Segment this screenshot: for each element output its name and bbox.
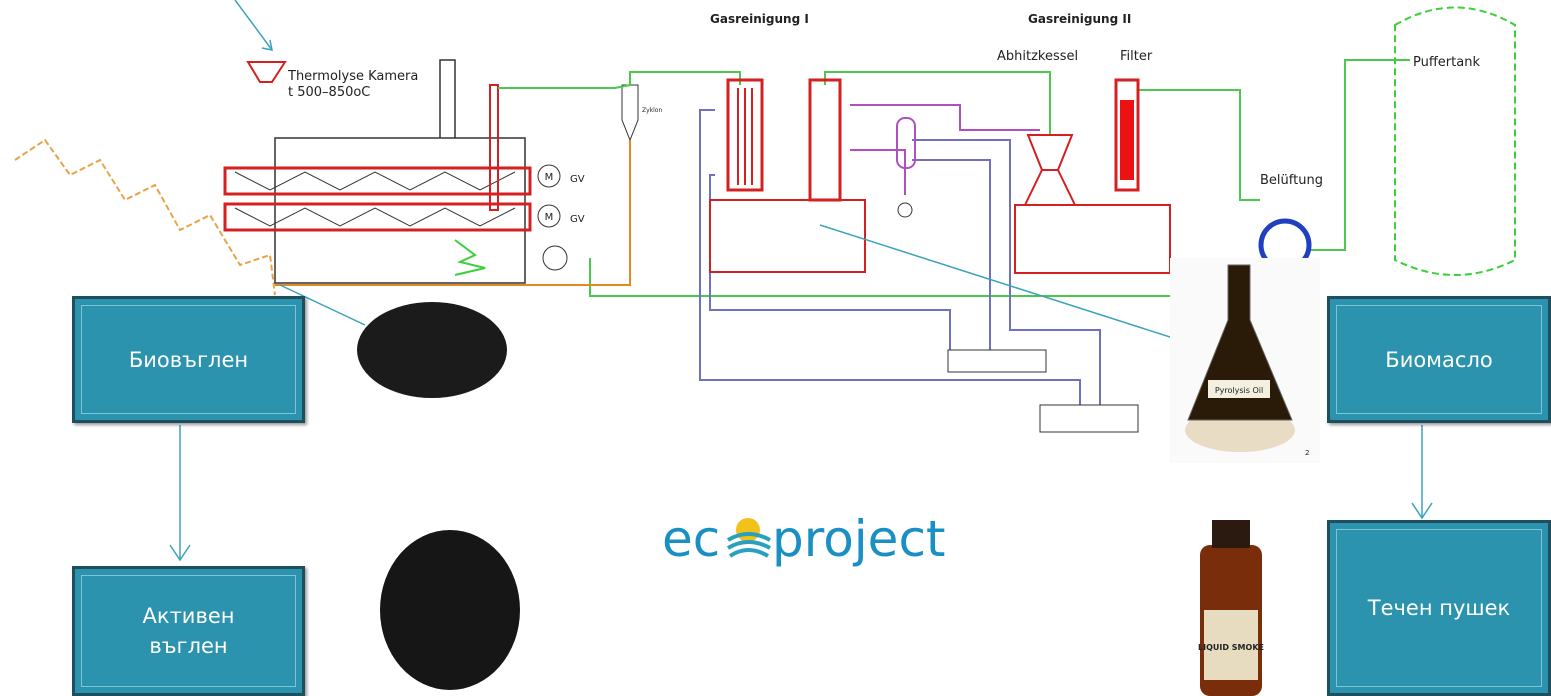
footnote: 2: [1305, 449, 1309, 457]
conveyor: [15, 140, 275, 295]
gas-pipe: [1138, 90, 1260, 200]
oil-pipe: [275, 140, 630, 285]
logo-text: project: [772, 510, 946, 568]
cyclone: [622, 85, 638, 140]
screw-thread: [235, 172, 515, 190]
smoke-label: LIQUID SMOKE: [1198, 643, 1264, 652]
tank: [710, 200, 865, 272]
scrubber: [810, 80, 840, 200]
purge-pipe: [850, 105, 1040, 130]
product-box: Течен пушек: [1327, 520, 1551, 696]
tank-label: Puffertank: [1413, 55, 1480, 70]
chamber-housing: [275, 138, 525, 283]
logo-text: ec: [662, 510, 720, 568]
pump: [898, 203, 912, 217]
hopper: [248, 62, 285, 82]
logo: ec project: [662, 510, 946, 568]
activated-carbon-image: [380, 530, 520, 690]
burner-flame: [455, 240, 485, 275]
stage-label: Gasreinigung I: [710, 12, 809, 26]
motor-symbol: M: [545, 212, 554, 223]
buffer-tank: [1395, 8, 1515, 276]
boiler-label: Abhitzkessel: [997, 49, 1078, 64]
motor-label: GV: [570, 214, 585, 225]
product-box: Биовъглен: [72, 296, 305, 423]
product-label: Течен пушек: [1368, 593, 1510, 623]
product-label: Биомасло: [1365, 345, 1512, 375]
water-pipe: [700, 110, 1080, 405]
screw-thread: [235, 208, 515, 226]
product-box: Активен въглен: [72, 566, 305, 696]
slide: M M GV GV Thermolyse Kamera t 500–850oC …: [0, 0, 1551, 696]
blower: [543, 246, 567, 270]
chamber-label: Thermolyse Kamera: [287, 69, 418, 84]
product-label: Биовъглен: [109, 345, 268, 375]
product-box: Биомасло: [1327, 296, 1551, 423]
tank: [948, 350, 1046, 372]
ventilation-label: Belüftung: [1260, 173, 1323, 188]
product-label: Активен въглен: [75, 601, 302, 661]
gas-pipe: [1310, 60, 1410, 250]
riser: [490, 85, 498, 210]
oil-label: Pyrolysis Oil: [1215, 386, 1263, 395]
gas-pipe: [825, 72, 1050, 135]
stage-label: Gasreinigung II: [1028, 12, 1131, 26]
motor-label: GV: [570, 174, 585, 185]
chimney: [440, 60, 455, 138]
filter-label: Filter: [1120, 49, 1153, 64]
biochar-image: [357, 302, 507, 398]
arrow: [235, 0, 272, 50]
boiler: [1028, 135, 1072, 170]
temperature: t 500–850oC: [288, 85, 370, 100]
tank: [1040, 405, 1138, 432]
cyclone-label: Zyklon: [642, 107, 662, 114]
gas-pipe: [590, 258, 1170, 296]
motor-symbol: M: [545, 172, 554, 183]
gas-pipe: [498, 72, 740, 88]
tank: [1015, 205, 1170, 273]
